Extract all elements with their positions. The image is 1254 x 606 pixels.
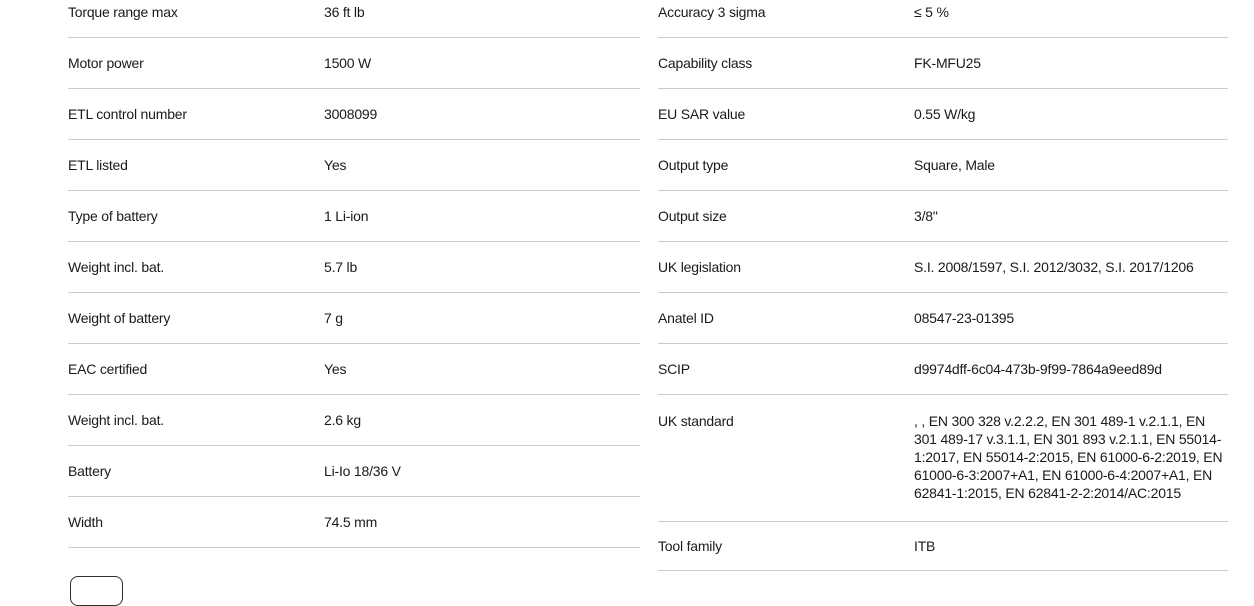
spec-label: UK standard (658, 413, 734, 429)
spec-row: Tool family ITB (658, 522, 1228, 571)
spec-label: Output type (658, 157, 729, 173)
spec-row: ETL control number 3008099 (68, 89, 640, 140)
spec-label: Tool family (658, 538, 722, 554)
spec-row: Weight incl. bat. 2.6 kg (68, 395, 640, 446)
spec-row: Weight of battery 7 g (68, 293, 640, 344)
spec-value: S.I. 2008/1597, S.I. 2012/3032, S.I. 201… (914, 259, 1194, 275)
spec-value: ITB (914, 538, 936, 554)
spec-value: 7 g (324, 310, 343, 326)
spec-row: Accuracy 3 sigma ≤ 5 % (658, 0, 1228, 38)
spec-value: Li-Io 18/36 V (324, 463, 401, 479)
spec-row: Output size 3/8" (658, 191, 1228, 242)
spec-label: EAC certified (68, 361, 148, 377)
spec-value: , , EN 300 328 v.2.2.2, EN 301 489-1 v.2… (914, 413, 1223, 501)
spec-row: Motor power 1500 W (68, 38, 640, 89)
spec-value: 3/8" (914, 208, 938, 224)
spec-value: 08547-23-01395 (914, 310, 1014, 326)
spec-value: 74.5 mm (324, 514, 378, 530)
spec-value: 1 Li-ion (324, 208, 369, 224)
spec-label: EU SAR value (658, 106, 746, 122)
spec-label: Width (68, 514, 103, 530)
spec-row: Type of battery 1 Li-ion (68, 191, 640, 242)
spec-label: Output size (658, 208, 727, 224)
spec-value: FK-MFU25 (914, 55, 981, 71)
spec-label: Motor power (68, 55, 144, 71)
spec-label: Capability class (658, 55, 753, 71)
spec-value: 1500 W (324, 55, 372, 71)
spec-value: Yes (324, 361, 347, 377)
spec-label: Accuracy 3 sigma (658, 4, 766, 20)
spec-label: Weight of battery (68, 310, 171, 326)
spec-label: Weight incl. bat. (68, 412, 164, 428)
spec-label: UK legislation (658, 259, 741, 275)
spec-label: ETL control number (68, 106, 187, 122)
spec-row: UK standard , , EN 300 328 v.2.2.2, EN 3… (658, 395, 1228, 522)
spec-value: 3008099 (324, 106, 378, 122)
spec-row: EAC certified Yes (68, 344, 640, 395)
spec-label: Anatel ID (658, 310, 714, 326)
spec-toggle-button[interactable] (70, 576, 123, 606)
spec-row: Weight incl. bat. 5.7 lb (68, 242, 640, 293)
spec-value: d9974dff-6c04-473b-9f99-7864a9eed89d (914, 361, 1162, 377)
spec-value: Square, Male (914, 157, 995, 173)
spec-row: Output type Square, Male (658, 140, 1228, 191)
spec-value: 2.6 kg (324, 412, 361, 428)
spec-row: Width 74.5 mm (68, 497, 640, 548)
spec-value: Yes (324, 157, 347, 173)
spec-row: Capability class FK-MFU25 (658, 38, 1228, 89)
specifications-page: Torque range max 36 ft lb Motor power 15… (68, 0, 1228, 606)
spec-value: 5.7 lb (324, 259, 358, 275)
spec-value: 0.55 W/kg (914, 106, 976, 122)
spec-row: UK legislation S.I. 2008/1597, S.I. 2012… (658, 242, 1228, 293)
spec-label: Type of battery (68, 208, 158, 224)
spec-row: SCIP d9974dff-6c04-473b-9f99-7864a9eed89… (658, 344, 1228, 395)
spec-row: Torque range max 36 ft lb (68, 0, 640, 38)
spec-value: ≤ 5 % (914, 4, 949, 20)
spec-row: Battery Li-Io 18/36 V (68, 446, 640, 497)
spec-label: Battery (68, 463, 111, 479)
spec-label: ETL listed (68, 157, 128, 173)
spec-row: Anatel ID 08547-23-01395 (658, 293, 1228, 344)
spec-value: 36 ft lb (324, 4, 365, 20)
spec-label: Weight incl. bat. (68, 259, 164, 275)
spec-row: ETL listed Yes (68, 140, 640, 191)
spec-label: Torque range max (68, 4, 178, 20)
spec-table-left: Torque range max 36 ft lb Motor power 15… (68, 0, 640, 548)
spec-row: EU SAR value 0.55 W/kg (658, 89, 1228, 140)
spec-label: SCIP (658, 361, 690, 377)
spec-table-right: Accuracy 3 sigma ≤ 5 % Capability class … (658, 0, 1228, 571)
